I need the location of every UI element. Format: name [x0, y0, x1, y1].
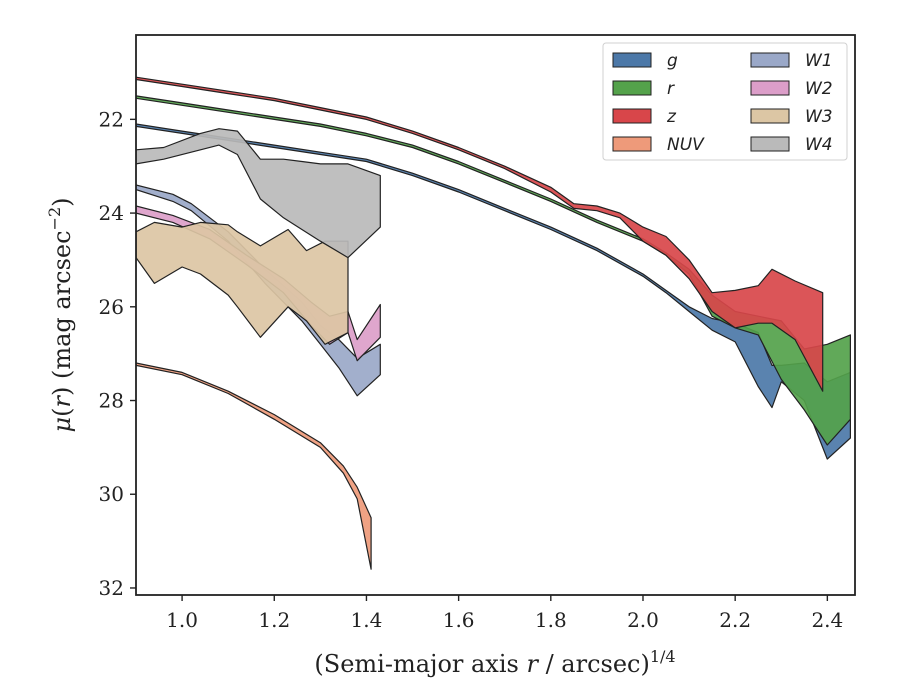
- y-tick-label: 28: [99, 389, 124, 413]
- band-r: [136, 95, 852, 446]
- legend-swatch-w3: [750, 108, 790, 124]
- x-axis-label-exponent: 1/4: [650, 647, 676, 666]
- legend-label-w2: W2: [805, 79, 833, 99]
- y-axis-label-mu: μ: [48, 417, 76, 433]
- band-g: [136, 123, 852, 460]
- x-axis-label: (Semi-major axis r / arcsec)1/4: [314, 647, 675, 678]
- y-tick-label: 32: [99, 576, 124, 600]
- legend-label-w3: W3: [805, 107, 833, 127]
- y-axis-label: μ(r) (mag arcsec−2): [45, 197, 76, 432]
- legend-label-r: r: [667, 79, 675, 99]
- y-axis-label-var: r: [48, 395, 76, 408]
- x-tick-label: 1.0: [166, 608, 198, 632]
- band-w4: [136, 128, 381, 259]
- y-tick-label: 30: [99, 482, 124, 506]
- legend-label-w1: W1: [805, 51, 833, 71]
- plot-frame: [135, 34, 856, 596]
- legend-box: [602, 42, 848, 161]
- x-tick-label: 2.0: [627, 608, 659, 632]
- legend-label-nuv: NUV: [667, 135, 705, 155]
- band-z: [136, 76, 824, 392]
- legend-swatch-r: [612, 80, 652, 96]
- legend-swatch-g: [612, 52, 652, 68]
- y-axis-label-end: ): [48, 197, 76, 206]
- x-axis-label-var: r: [526, 650, 539, 678]
- x-tick-label: 1.2: [258, 608, 290, 632]
- legend-label-g: g: [667, 51, 678, 71]
- x-tick-label: 1.4: [351, 608, 383, 632]
- legend-label-w4: W4: [805, 135, 833, 155]
- x-axis-label-post: / arcsec): [538, 650, 650, 678]
- y-axis-label-units: (mag arcsec: [48, 230, 76, 386]
- y-axis-label-open: (: [48, 408, 76, 417]
- legend-swatch-w1: [750, 52, 790, 68]
- x-tick-label: 2.4: [811, 608, 843, 632]
- legend: grz NUV W1 W2 W3 W4: [602, 42, 848, 161]
- series-group: [136, 76, 852, 570]
- y-tick-label: 26: [99, 295, 124, 319]
- legend-swatch-nuv: [612, 136, 652, 152]
- axes: 1.0 1.2 1.4 1.6 1.8 2.0 2.2 2.4 22 24 26 28 30 32: [99, 34, 856, 632]
- x-tick-label: 1.8: [535, 608, 567, 632]
- y-tick-label: 22: [99, 107, 124, 131]
- legend-swatch-w2: [750, 80, 790, 96]
- y-tick-label: 24: [99, 201, 124, 225]
- x-tick-label: 2.2: [719, 608, 751, 632]
- band-nuv: [136, 362, 372, 570]
- x-tick-label: 1.6: [443, 608, 475, 632]
- legend-swatch-z: [612, 108, 652, 124]
- band-w3: [136, 221, 349, 345]
- plot-area: [136, 76, 852, 570]
- y-axis-label-close: ): [48, 387, 76, 396]
- legend-label-z: z: [666, 107, 677, 127]
- x-axis-label-pre: (Semi-major axis: [314, 650, 526, 678]
- legend-swatch-w4: [750, 136, 790, 152]
- y-axis-label-exponent: −2: [45, 207, 64, 231]
